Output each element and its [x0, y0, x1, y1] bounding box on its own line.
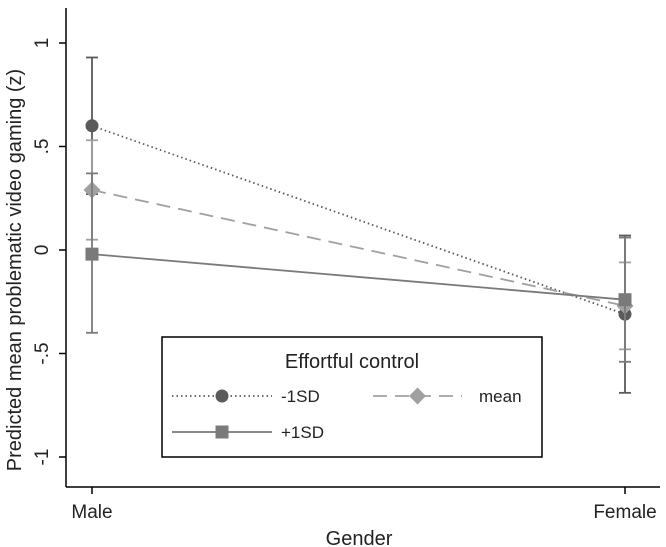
axes: 1 .5 0 -.5 -1 Male Female [32, 8, 660, 523]
series-1sd-point [618, 293, 632, 307]
legend: Effortful control -1SD mean +1SD [161, 336, 543, 458]
plot-area [83, 56, 634, 394]
x-tick-label: Female [593, 502, 656, 523]
y-tick-label: -1 [32, 449, 53, 466]
series-mean-line [91, 189, 626, 307]
legend-item-1sd-marker [215, 389, 229, 403]
legend-item-1sd-label: -1SD [281, 387, 320, 406]
series-1sd-line [91, 124, 626, 316]
legend-title: Effortful control [285, 351, 419, 373]
x-tick-label: Male [71, 502, 112, 523]
y-axis-title: Predicted mean problematic video gaming … [4, 69, 26, 471]
series-1sd-point [85, 247, 99, 261]
y-tick-label: 0 [32, 245, 53, 256]
y-tick-label: 1 [32, 38, 53, 49]
series-1sd-line [91, 253, 626, 301]
legend-item-1sd-marker [215, 425, 229, 439]
legend-item-1sd-label: +1SD [281, 423, 324, 442]
x-axis-title: Gender [326, 528, 393, 547]
series-1sd-point [85, 119, 99, 133]
legend-items: -1SD mean +1SD [172, 387, 522, 442]
legend-item-mean-label: mean [479, 387, 522, 406]
y-tick-label: .5 [32, 139, 53, 155]
y-tick-label: -.5 [32, 342, 53, 364]
legend-item-mean-marker [409, 387, 426, 405]
